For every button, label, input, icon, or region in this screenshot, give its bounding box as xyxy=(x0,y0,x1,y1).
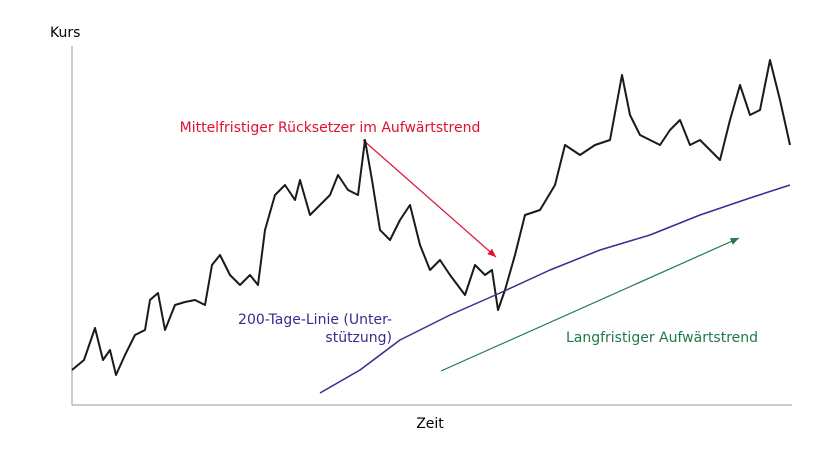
series-line xyxy=(71,59,791,376)
annotation: Langfristiger Aufwärtstrend xyxy=(566,330,758,346)
annotation: stützung) xyxy=(325,330,392,346)
annotation: 200-Tage-Linie (Unter- xyxy=(238,312,392,328)
y-axis-label: Kurs xyxy=(50,25,80,41)
annotation-arrow xyxy=(440,237,740,372)
series-line xyxy=(319,184,791,394)
x-axis-label: Zeit xyxy=(416,416,444,432)
annotation: Mittelfristiger Rücksetzer im Aufwärtstr… xyxy=(180,120,481,136)
annotation-arrow xyxy=(362,139,497,258)
